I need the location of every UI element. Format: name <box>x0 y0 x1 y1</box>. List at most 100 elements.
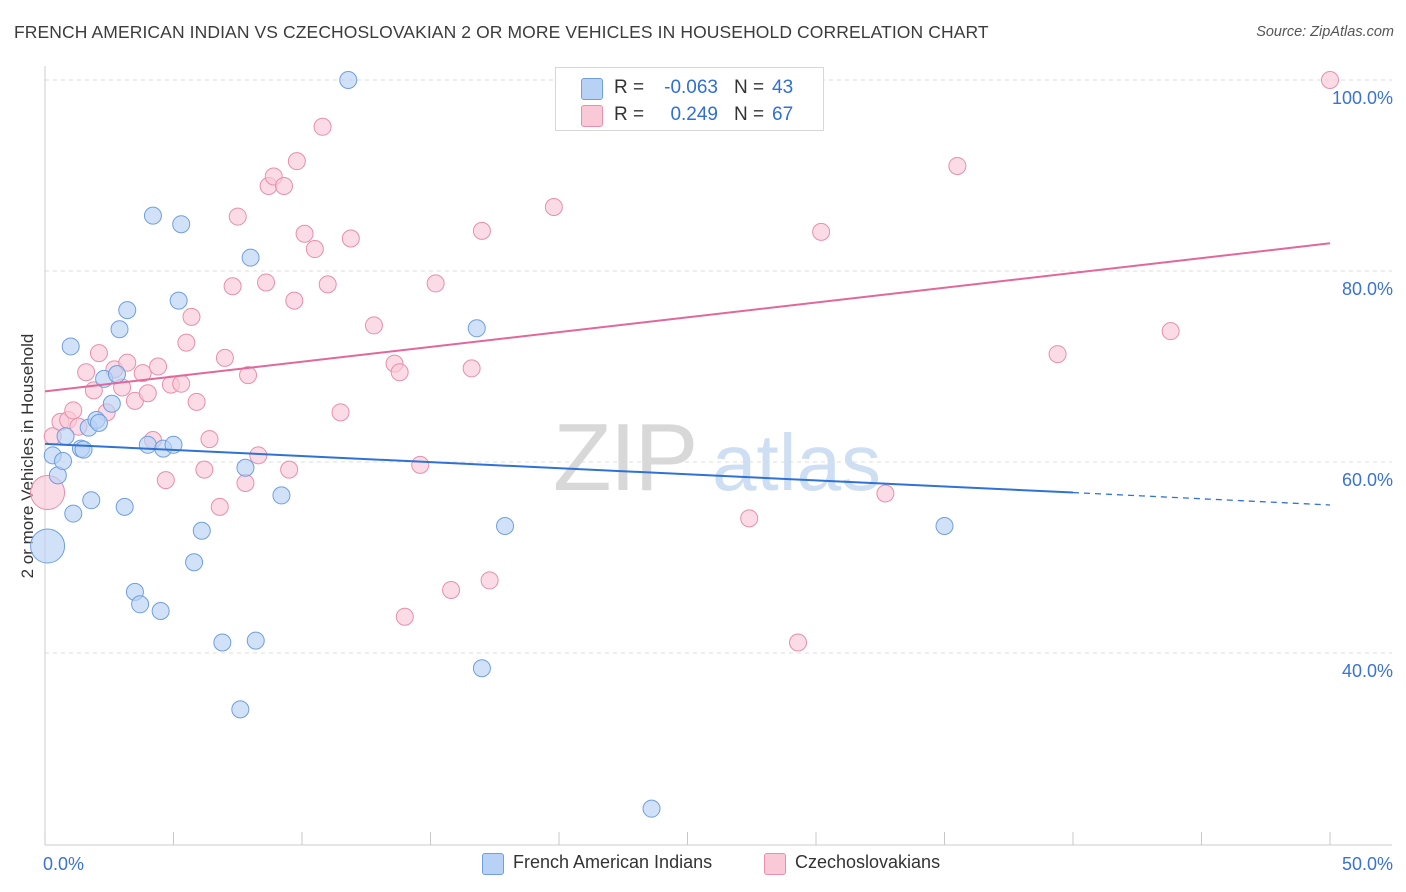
trend-lines <box>44 242 1331 506</box>
legend-r-label: R = <box>614 77 645 98</box>
tick-labels: 40.0% 60.0% 80.0% 100.0% 0.0% 50.0% <box>43 88 1393 874</box>
data-point <box>280 460 299 479</box>
data-point <box>472 659 491 678</box>
y-tick-label: 40.0% <box>1342 661 1393 681</box>
data-point <box>89 344 108 363</box>
data-point <box>285 291 304 310</box>
data-point <box>172 374 191 393</box>
source-label: Source: ZipAtlas.com <box>1256 24 1394 40</box>
data-point <box>177 333 196 352</box>
data-point <box>331 403 350 422</box>
data-point <box>275 177 294 196</box>
data-point <box>200 430 219 449</box>
data-point <box>213 633 232 652</box>
series-swatch-pink <box>764 853 786 875</box>
watermark-atlas: atlas <box>712 418 881 507</box>
data-point <box>339 71 358 89</box>
data-point <box>364 316 383 335</box>
data-point <box>1048 345 1067 364</box>
legend-n-label: N = <box>734 104 765 125</box>
data-point <box>215 348 234 367</box>
french-american-indians-points <box>30 71 954 818</box>
data-point <box>295 224 314 243</box>
trend-line-blue <box>44 442 1074 494</box>
data-point <box>143 206 162 225</box>
data-point <box>948 156 967 175</box>
series-label-blue: French American Indians <box>513 852 713 872</box>
data-point <box>236 474 255 493</box>
legend-n-label: N = <box>734 77 765 98</box>
data-point <box>210 497 229 516</box>
data-point <box>30 528 66 564</box>
data-point <box>789 633 808 652</box>
data-point <box>138 435 157 454</box>
data-point <box>53 452 72 471</box>
data-point <box>1321 71 1339 89</box>
data-point <box>246 631 265 650</box>
y-tick-label: 100.0% <box>1332 88 1393 108</box>
trend-line-blue-dashed <box>1072 491 1331 506</box>
data-point <box>462 359 481 378</box>
y-tick-label: 80.0% <box>1342 279 1393 299</box>
data-point <box>102 394 121 413</box>
data-point <box>82 491 101 510</box>
data-point <box>61 337 80 356</box>
data-point <box>118 353 137 372</box>
data-point <box>151 601 170 620</box>
legend-n-value: 67 <box>772 104 794 125</box>
data-point <box>107 365 126 384</box>
data-point <box>64 401 83 420</box>
legend-r-label: R = <box>614 104 645 125</box>
data-point <box>313 117 332 136</box>
series-swatch-blue <box>482 853 504 875</box>
data-point <box>411 455 430 474</box>
legend-n-value: 43 <box>772 77 794 98</box>
data-point <box>74 440 93 459</box>
data-point <box>239 366 258 385</box>
data-point <box>390 363 409 382</box>
data-point <box>287 152 306 171</box>
data-point <box>305 240 324 259</box>
data-point <box>156 471 175 490</box>
x-tick-label: 0.0% <box>43 854 84 874</box>
data-point <box>544 198 563 217</box>
x-tick-label: 50.0% <box>1342 854 1393 874</box>
data-point <box>195 460 214 479</box>
data-point <box>138 384 157 403</box>
chart-title: FRENCH AMERICAN INDIAN VS CZECHOSLOVAKIA… <box>14 22 989 42</box>
data-point <box>228 207 247 226</box>
data-point <box>223 277 242 296</box>
data-point <box>110 320 129 339</box>
data-point <box>64 504 83 523</box>
data-point <box>467 319 486 338</box>
data-point <box>496 516 515 535</box>
data-point <box>149 357 168 376</box>
data-point <box>257 273 276 292</box>
gridlines <box>45 79 1392 654</box>
data-point <box>133 364 152 383</box>
data-point <box>426 274 445 293</box>
czechoslovakians-points <box>30 71 1339 652</box>
data-point <box>185 553 204 572</box>
data-point <box>89 413 108 432</box>
data-point <box>740 509 759 528</box>
data-point <box>231 700 250 719</box>
legend-swatch-pink <box>581 105 603 127</box>
data-point <box>272 486 291 505</box>
y-tick-label: 60.0% <box>1342 470 1393 490</box>
correlation-legend: R = -0.063 N = 43 R = 0.249 N = 67 <box>555 67 824 131</box>
data-point <box>395 607 414 626</box>
legend-r-value: -0.063 <box>664 77 718 98</box>
data-point <box>442 580 461 599</box>
data-point <box>115 497 134 516</box>
data-point <box>187 392 206 411</box>
data-point <box>169 291 188 310</box>
data-point <box>192 521 211 540</box>
data-point <box>642 799 661 818</box>
data-point <box>172 215 191 234</box>
data-point <box>241 248 260 267</box>
data-point <box>318 275 337 294</box>
data-point <box>249 446 268 465</box>
data-point <box>935 516 954 535</box>
